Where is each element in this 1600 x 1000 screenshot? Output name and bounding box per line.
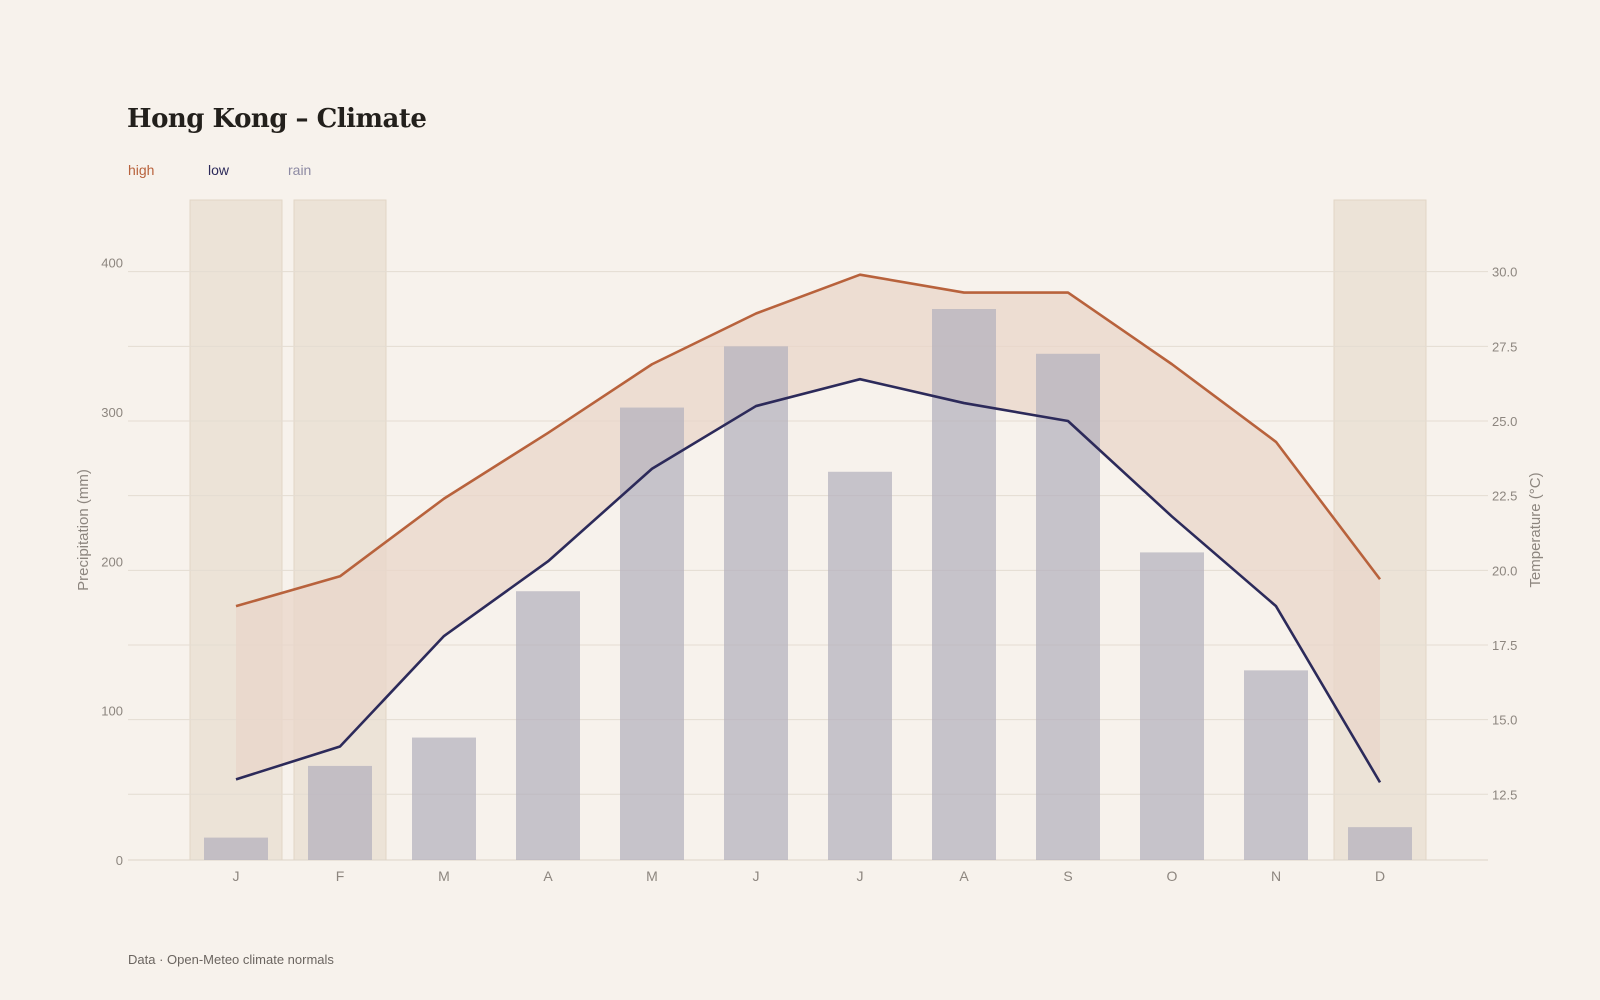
rain-bar-8: [1036, 353, 1100, 860]
rain-bar-9: [1140, 552, 1204, 860]
chart-title: Hong Kong – Climate: [127, 104, 427, 134]
y-right-tick-label-1: 15.0: [1492, 713, 1517, 728]
x-tick-label-7: A: [959, 868, 969, 884]
rain-bar-2: [412, 737, 476, 860]
y-left-tick-label-2: 200: [101, 554, 123, 569]
y-left-tick-label-0: 0: [116, 853, 123, 868]
y-left-tick-label-1: 100: [101, 704, 123, 719]
rain-bar-5: [724, 346, 788, 860]
y-right-tick-label-5: 25.0: [1492, 414, 1517, 429]
rain-bar-11: [1348, 827, 1412, 860]
season-highlight-f-1: [293, 199, 387, 861]
x-tick-label-9: O: [1167, 868, 1178, 884]
y-right-tick-label-3: 20.0: [1492, 563, 1517, 578]
x-tick-label-3: A: [543, 868, 553, 884]
x-tick-label-5: J: [753, 868, 760, 884]
y-left-tick-label-4: 400: [101, 256, 123, 271]
y-right-tick-label-7: 30.0: [1492, 265, 1517, 280]
legend-item-low: low: [208, 162, 230, 178]
rain-bar-3: [516, 591, 580, 860]
source-note: Data · Open-Meteo climate normals: [128, 952, 334, 967]
temperature-range-band: [236, 274, 1380, 783]
rain-bar-0: [204, 837, 268, 860]
rain-bar-6: [828, 471, 892, 860]
y-right-axis-title: Temperature (°C): [1527, 472, 1544, 587]
rain-bar-7: [932, 309, 996, 860]
x-tick-label-2: M: [438, 868, 450, 884]
high-temperature-line: [235, 273, 1382, 608]
legend-item-high: high: [128, 162, 155, 178]
x-tick-label-10: N: [1271, 868, 1281, 884]
x-tick-label-0: J: [233, 868, 240, 884]
rain-bar-10: [1244, 670, 1308, 860]
legend-item-rain: rain: [288, 162, 312, 178]
y-right-tick-label-6: 27.5: [1492, 339, 1517, 354]
rain-bar-1: [308, 765, 372, 860]
x-tick-label-11: D: [1375, 868, 1385, 884]
y-right-tick-label-2: 17.5: [1492, 638, 1517, 653]
rain-bar-4: [620, 407, 684, 860]
x-tick-label-8: S: [1063, 868, 1072, 884]
y-left-tick-label-3: 300: [101, 405, 123, 420]
y-left-axis-title: Precipitation (mm): [75, 469, 92, 591]
x-tick-label-1: F: [336, 868, 345, 884]
y-right-tick-label-4: 22.5: [1492, 489, 1517, 504]
low-temperature-line: [235, 377, 1382, 784]
legend: high low rain: [128, 162, 368, 178]
x-tick-label-4: M: [646, 868, 658, 884]
x-tick-label-6: J: [857, 868, 864, 884]
y-right-tick-label-0: 12.5: [1492, 787, 1517, 802]
